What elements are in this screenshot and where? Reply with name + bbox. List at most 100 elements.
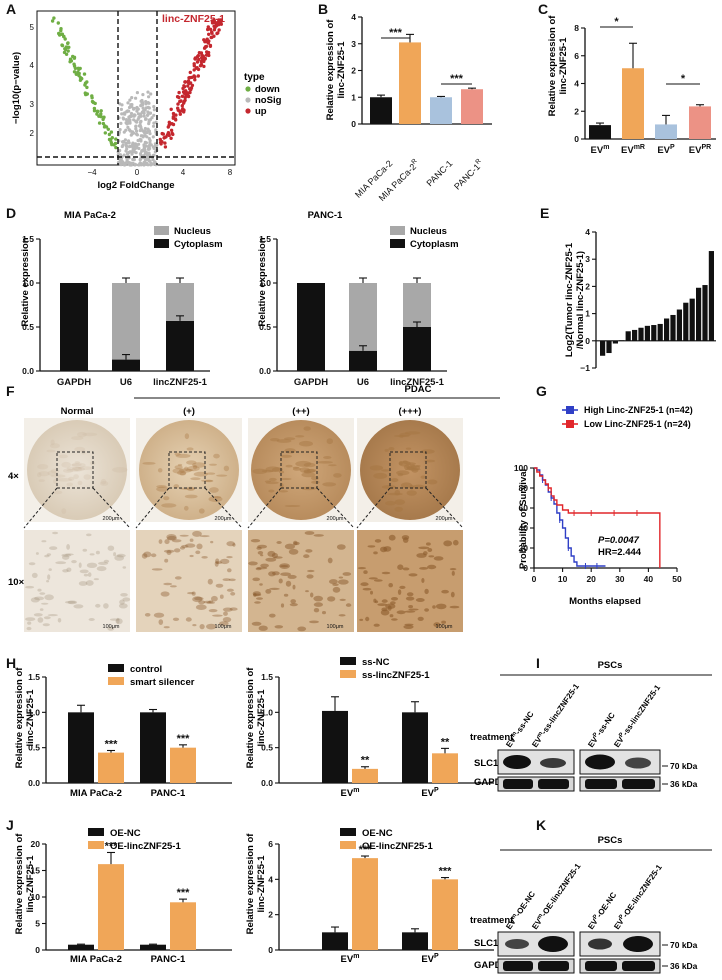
ihc-cell: [210, 540, 214, 544]
j1-bar-1: [98, 864, 124, 950]
ihc-cell: [211, 595, 218, 602]
ihc-cell: [122, 597, 131, 602]
volcano-point-nosig: [122, 140, 126, 144]
g-pvalue: P=0.0047: [598, 535, 640, 546]
h1-ytick-label: 0.5: [28, 743, 40, 753]
ihc-texture: [394, 489, 401, 496]
ihc-cell: [381, 599, 388, 603]
ihc-cell: [44, 554, 50, 558]
volcano-point-down: [90, 99, 95, 104]
ihc-texture: [61, 508, 67, 514]
b-ylabel: Relative expression of: [325, 19, 336, 121]
ihc-cell: [289, 603, 298, 607]
volcano-point-up: [174, 118, 178, 122]
ihc-cell: [223, 611, 228, 616]
ihc-texture: [404, 431, 421, 435]
volcano-point-up: [214, 24, 219, 28]
volcano-point-down: [114, 137, 118, 141]
ihc-cell: [322, 611, 326, 615]
ihc-cell: [359, 618, 364, 622]
volcano-point-up: [186, 79, 191, 83]
volcano-point-up: [171, 122, 176, 127]
volcano-point-up: [158, 137, 162, 142]
volcano-point-nosig: [121, 143, 125, 147]
ihc-cell: [389, 614, 394, 618]
j2-ytick-label: 4: [268, 874, 273, 884]
volcano-point-down: [64, 52, 69, 56]
volcano-point-nosig: [143, 108, 147, 112]
c-xtick: EVP: [657, 144, 675, 156]
volcano-point-nosig: [149, 163, 153, 167]
ihc-cell: [415, 598, 425, 602]
ihc-cell: [432, 605, 436, 609]
ihc-cell: [79, 569, 89, 574]
ihc-cell: [201, 556, 208, 559]
chart-g: High Linc-ZNF25-1 (n=42) Low Linc-ZNF25-…: [514, 405, 693, 607]
ihc-cell: [265, 589, 272, 594]
chart-d2: 0.0 0.5 1.0 1.5 GAPDH U6 lincZNF25-1: [259, 234, 447, 388]
f-row-10x: 10×: [8, 577, 25, 588]
volcano-point-nosig: [142, 162, 146, 166]
h1-bar-0: [68, 712, 94, 783]
e-bar: [702, 285, 708, 341]
ihc-cell: [66, 567, 72, 573]
volcano-point-nosig: [149, 92, 153, 96]
ihc-cell: [305, 549, 313, 553]
volcano-ylabel: −log10(p−value): [11, 52, 22, 124]
d1-legend-cytoplasm: Cytoplasm: [174, 239, 223, 250]
ihc-cell: [34, 596, 45, 601]
volcano-point-down: [68, 60, 72, 64]
ihc-scalebar-100: 100μm: [103, 624, 120, 630]
volcano-point-up: [178, 112, 182, 116]
ihc-texture: [292, 466, 300, 469]
volcano-point-nosig: [119, 160, 123, 164]
e-bar: [638, 327, 644, 341]
ihc-texture: [311, 476, 319, 481]
b-bar: [430, 97, 452, 124]
ihc-cell: [82, 548, 88, 552]
h2-bar-1: [432, 753, 458, 783]
j1-legend-oe: OE-lincZNF25-1: [110, 841, 181, 852]
ihc-cell: [251, 621, 262, 626]
k-band-gapdh: GAPDH: [474, 960, 508, 971]
e-ylabel: Log2(Tumor linc-ZNF25-1: [564, 242, 575, 357]
d-title-1: MIA PaCa-2: [64, 210, 116, 221]
volcano-point-nosig: [127, 162, 131, 166]
ihc-cell: [401, 535, 410, 540]
ihc-texture: [420, 449, 435, 454]
ihc-cell: [43, 616, 51, 620]
ihc-cell: [153, 612, 165, 618]
ihc-cell: [274, 625, 284, 629]
ihc-texture: [172, 468, 185, 474]
volcano-point-up: [174, 113, 178, 117]
ihc-texture: [187, 465, 200, 472]
ihc-texture: [61, 461, 72, 468]
ihc-cell: [143, 551, 152, 558]
d-ylabel-1: Relative expression: [20, 237, 31, 326]
ihc-cell: [26, 626, 32, 631]
volcano-point-up: [176, 102, 180, 106]
ihc-texture: [384, 448, 389, 452]
ihc-scalebar-200: 200μm: [436, 516, 453, 522]
ihc-cell: [253, 592, 257, 597]
k-kda-70: 70 kDa: [670, 940, 698, 950]
ihc-scalebar-100: 100μm: [215, 624, 232, 630]
ihc-texture: [192, 464, 198, 470]
ihc-texture: [216, 474, 228, 477]
c-bar: [589, 125, 611, 139]
ihc-cell: [88, 618, 95, 621]
j1-ytick-label: 0: [35, 945, 40, 955]
ihc-cell: [42, 623, 50, 627]
volcano-point-up: [198, 63, 203, 68]
ihc-cell: [37, 588, 42, 592]
ihc-texture: [72, 466, 83, 472]
ihc-cell: [116, 617, 120, 624]
i-band-gapdh: GAPDH: [474, 777, 508, 788]
volcano-point-nosig: [135, 91, 139, 95]
e-ylabel2: /Normal linc-ZNF25-1): [575, 251, 586, 349]
ihc-cell: [337, 579, 349, 585]
g-curve-low: [534, 467, 661, 568]
volcano-point-down: [72, 55, 77, 59]
ihc-scalebar-100: 100μm: [436, 624, 453, 630]
